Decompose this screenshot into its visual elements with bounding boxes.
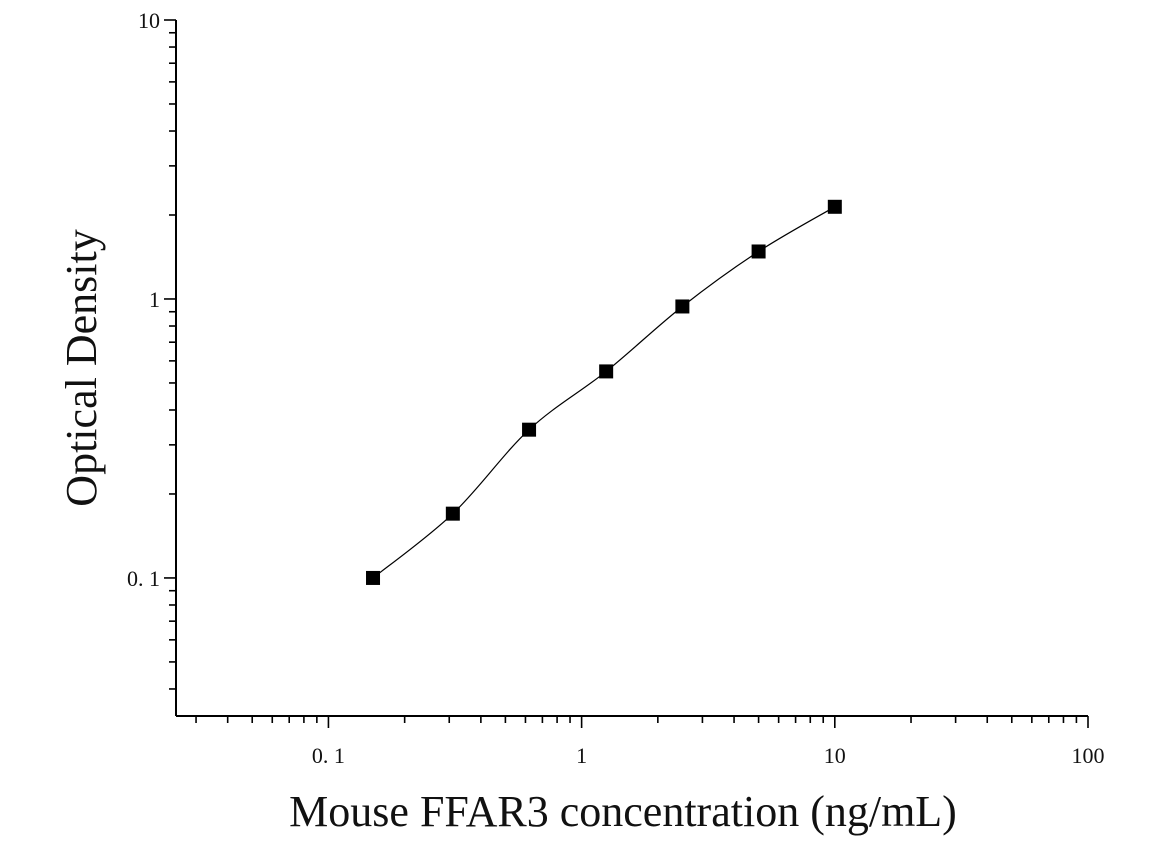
x-tick-label: 100 bbox=[1072, 743, 1105, 768]
axes bbox=[175, 20, 1088, 717]
tick-labels: 0. 1 1 10 100 0. 1 1 10 bbox=[127, 8, 1105, 768]
data-point bbox=[522, 422, 537, 437]
data-point bbox=[675, 299, 690, 314]
data-point bbox=[599, 364, 614, 379]
y-axis-title: Optical Density bbox=[57, 229, 106, 506]
fit-curve-layer bbox=[372, 206, 836, 579]
y-tick-label: 0. 1 bbox=[127, 566, 160, 591]
data-point bbox=[827, 199, 842, 214]
x-tick-label: 10 bbox=[824, 743, 846, 768]
data-points bbox=[366, 199, 842, 585]
y-tick-label: 1 bbox=[149, 287, 160, 312]
data-point bbox=[751, 244, 766, 259]
x-tick-label: 1 bbox=[576, 743, 587, 768]
data-point bbox=[366, 570, 381, 585]
x-tick-label: 0. 1 bbox=[312, 743, 345, 768]
x-axis-title: Mouse FFAR3 concentration (ng/mL) bbox=[289, 787, 957, 836]
y-tick-label: 10 bbox=[138, 8, 160, 33]
fit-curve bbox=[372, 206, 836, 579]
ticks bbox=[164, 19, 1089, 728]
data-point bbox=[445, 506, 460, 521]
